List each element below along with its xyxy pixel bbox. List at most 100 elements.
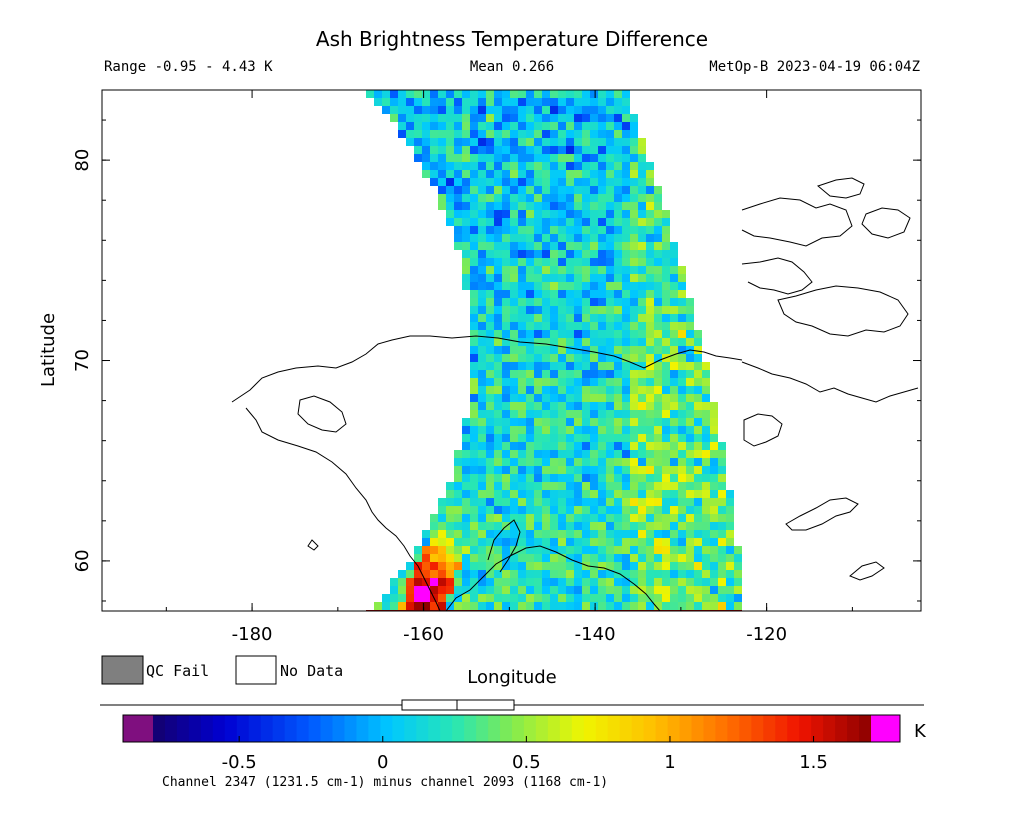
x-tick-label: -140 [575,624,616,645]
colorbar-segment [368,715,381,742]
colorbar-tick-label: 0.5 [512,752,541,773]
data-swath [366,90,742,611]
y-tick-label: 70 [72,349,93,372]
colorbar-segment [559,715,573,742]
y-axis-label: Latitude [38,313,59,387]
colorbar-segment [763,715,776,742]
qc-fail-label: QC Fail [146,662,209,680]
colorbar-segment [344,715,358,742]
colorbar-segment [523,715,537,742]
seward-peninsula [297,395,347,433]
colorbar-segment [775,715,788,742]
colorbar-segment [488,715,501,742]
colorbar-segment [153,715,166,742]
colorbar-segment [643,715,657,742]
colorbar-segment [356,715,369,742]
x-tick-label: -180 [232,624,273,645]
no-data-swatch [235,655,277,685]
satellite-time-text: MetOp-B 2023-04-19 06:04Z [709,59,920,75]
colorbar-segment [547,715,561,742]
colorbar-segment [535,715,549,742]
colorbar-segment [631,715,645,742]
colorbar-segment [392,715,405,742]
colorbar-segment [236,715,250,742]
colorbar-segment [452,715,465,742]
colorbar [122,714,901,743]
y-tick-label: 60 [72,549,93,572]
x-tick-label: -120 [746,624,787,645]
colorbar-segment [404,715,417,742]
colorbar-segment [500,715,513,742]
colorbar-frame [122,714,901,743]
no-data-label: No Data [280,662,343,680]
canadian-mainland-coast [741,361,919,403]
canadian-archipelago-2 [741,257,813,295]
canadian-archipelago-4 [816,177,865,199]
colorbar-segment [679,715,693,742]
colorbar-segment [583,715,597,742]
y-tick-label: 80 [72,149,93,172]
canadian-archipelago-1 [741,197,853,247]
coastlines [231,177,919,611]
colorbar-segment [380,715,393,742]
colorbar-segment [571,715,585,742]
colorbar-segment [512,715,525,742]
canadian-archipelago-3 [777,285,909,337]
alaska-coastline [231,335,743,403]
colorbar-segment [188,715,202,742]
y-axis-ticks: 60 70 80 [72,119,921,602]
alaska-south-coast [445,545,661,611]
colorbar-segment [859,715,872,742]
mean-text: Mean 0.266 [470,59,554,75]
colorbar-segment [691,715,705,742]
colorbar-caption: Channel 2347 (1231.5 cm-1) minus channel… [162,775,608,790]
colorbar-segment [212,715,226,742]
plot-frame [101,89,922,612]
colorbar-tick-label: -0.5 [222,752,257,773]
range-text: Range -0.95 - 4.43 K [104,59,273,75]
canadian-archipelago-5 [861,207,911,239]
range-indicator-box [401,699,515,711]
inlet-coast [487,519,521,573]
colorbar-segment [428,715,441,742]
colorbar-segment [607,715,621,742]
colorbar-segment [200,715,214,742]
colorbar-unit: K [914,721,927,742]
colorbar-segment [224,715,238,742]
colorbar-ticks: -0.5 0 0.5 1 1.5 [222,736,828,773]
colorbar-segment [739,715,752,742]
lake-athabasca [849,561,885,581]
colorbar-segment [799,715,812,742]
colorbar-segment [823,715,836,742]
colorbar-segment [464,715,477,742]
colorbar-segment [260,715,274,742]
great-bear-lake [743,413,783,447]
colorbar-segment [835,715,848,742]
x-axis-label: Longitude [467,667,557,688]
colorbar-segment [847,715,860,742]
colorbar-segment [164,715,178,742]
colorbar-segment [727,715,740,742]
colorbar-segment [703,715,717,742]
colorbar-segment [308,715,322,742]
colorbar-segment [416,715,429,742]
colorbar-segment [248,715,262,742]
colorbar-segment [751,715,764,742]
colorbar-tick-label: 1 [664,752,675,773]
colorbar-segment [476,715,489,742]
colorbar-segment [440,715,453,742]
colorbar-segment [655,715,669,742]
x-tick-label: -160 [403,624,444,645]
colorbar-under [123,715,153,742]
colorbar-segment [595,715,609,742]
colorbar-segment [715,715,728,742]
colorbar-segment [332,715,346,742]
colorbar-over [871,715,900,742]
colorbar-segment [811,715,824,742]
alaska-west-coast [245,407,441,611]
colorbar-tick-label: 1.5 [799,752,828,773]
colorbar-segment [320,715,334,742]
great-slave-lake [785,497,859,531]
plot-area: -180 -160 -140 -120 60 70 80 [72,89,922,645]
